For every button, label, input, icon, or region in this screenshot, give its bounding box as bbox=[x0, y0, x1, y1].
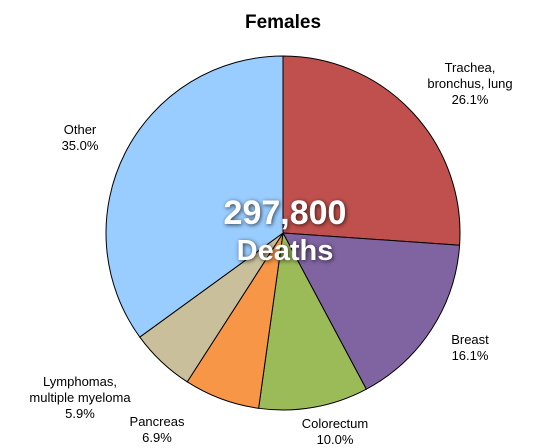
slice-label: Trachea, bronchus, lung 26.1% bbox=[423, 60, 518, 108]
slices bbox=[105, 55, 461, 411]
pie-slice bbox=[105, 55, 284, 338]
pie-slice bbox=[282, 232, 461, 390]
slice-category: Pancreas bbox=[129, 414, 185, 429]
slice-value: 26.1% bbox=[451, 92, 489, 107]
pie-slice bbox=[258, 231, 367, 411]
slice-label: Colorectum 10.0% bbox=[270, 416, 400, 448]
center-number: 297,800 bbox=[224, 194, 347, 232]
slice-label: Other 35.0% bbox=[15, 122, 145, 154]
slice-value: 10.0% bbox=[316, 432, 354, 447]
slice-value: 16.1% bbox=[451, 348, 489, 363]
slice-category: Breast bbox=[451, 332, 489, 347]
slice-label: Pancreas 6.9% bbox=[92, 414, 222, 446]
pie-slice bbox=[282, 55, 461, 246]
center-label: Deaths bbox=[237, 235, 334, 267]
slice-category: Colorectum bbox=[301, 416, 369, 431]
slice-label: Lymphomas, multiple myeloma 5.9% bbox=[24, 374, 136, 422]
slice-label: Breast 16.1% bbox=[405, 332, 535, 364]
slice-category: Trachea, bronchus, lung bbox=[427, 60, 513, 91]
slice-value: 5.9% bbox=[65, 406, 95, 421]
slice-value: 6.9% bbox=[142, 430, 172, 445]
slice-value: 35.0% bbox=[61, 138, 99, 153]
slice-category: Lymphomas, multiple myeloma bbox=[29, 374, 131, 405]
chart-title: Females bbox=[245, 12, 321, 33]
slice-category: Other bbox=[63, 122, 97, 137]
